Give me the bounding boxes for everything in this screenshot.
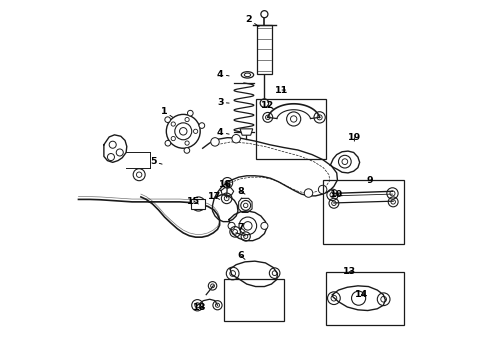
Circle shape bbox=[116, 149, 123, 156]
Circle shape bbox=[107, 154, 115, 161]
Polygon shape bbox=[240, 129, 253, 135]
Bar bbox=[322, 180, 404, 243]
Circle shape bbox=[185, 141, 189, 145]
Text: 1: 1 bbox=[161, 107, 172, 117]
Text: 4: 4 bbox=[217, 70, 229, 79]
Text: 4: 4 bbox=[217, 128, 229, 137]
Circle shape bbox=[185, 117, 189, 122]
Text: 10: 10 bbox=[330, 190, 343, 199]
Text: 11: 11 bbox=[275, 86, 289, 95]
Bar bbox=[192, 199, 205, 209]
Circle shape bbox=[175, 123, 192, 140]
Text: 19: 19 bbox=[348, 133, 361, 142]
Text: 2: 2 bbox=[245, 15, 259, 27]
Circle shape bbox=[171, 122, 175, 126]
Circle shape bbox=[199, 123, 205, 129]
Circle shape bbox=[188, 111, 193, 116]
Bar bbox=[257, 25, 272, 74]
Circle shape bbox=[239, 217, 257, 235]
Bar bbox=[224, 279, 284, 321]
Circle shape bbox=[165, 117, 171, 122]
Text: 14: 14 bbox=[355, 290, 368, 299]
Text: 15: 15 bbox=[187, 197, 200, 206]
Text: 17: 17 bbox=[208, 193, 221, 202]
Circle shape bbox=[261, 11, 268, 18]
Circle shape bbox=[261, 222, 268, 229]
Circle shape bbox=[228, 222, 235, 229]
Circle shape bbox=[232, 135, 241, 143]
Circle shape bbox=[165, 140, 171, 146]
Circle shape bbox=[211, 138, 219, 146]
Circle shape bbox=[318, 185, 327, 194]
Circle shape bbox=[171, 136, 175, 141]
Text: 8: 8 bbox=[237, 187, 245, 196]
Text: 7: 7 bbox=[238, 223, 245, 232]
Circle shape bbox=[260, 99, 269, 107]
Text: 5: 5 bbox=[150, 157, 162, 166]
Circle shape bbox=[244, 222, 252, 230]
Text: 16: 16 bbox=[219, 180, 232, 189]
Circle shape bbox=[304, 189, 313, 197]
Text: 9: 9 bbox=[367, 176, 373, 185]
Text: 13: 13 bbox=[343, 267, 356, 276]
Bar bbox=[256, 99, 326, 159]
Text: 12: 12 bbox=[261, 102, 274, 111]
Circle shape bbox=[184, 148, 190, 153]
Circle shape bbox=[194, 129, 198, 134]
Ellipse shape bbox=[241, 72, 254, 78]
Text: 6: 6 bbox=[238, 251, 245, 260]
Text: 18: 18 bbox=[193, 303, 206, 312]
Circle shape bbox=[351, 291, 366, 305]
Text: 3: 3 bbox=[217, 98, 229, 107]
Circle shape bbox=[109, 141, 116, 148]
Bar bbox=[326, 272, 404, 325]
Circle shape bbox=[166, 114, 200, 148]
Circle shape bbox=[179, 127, 187, 135]
